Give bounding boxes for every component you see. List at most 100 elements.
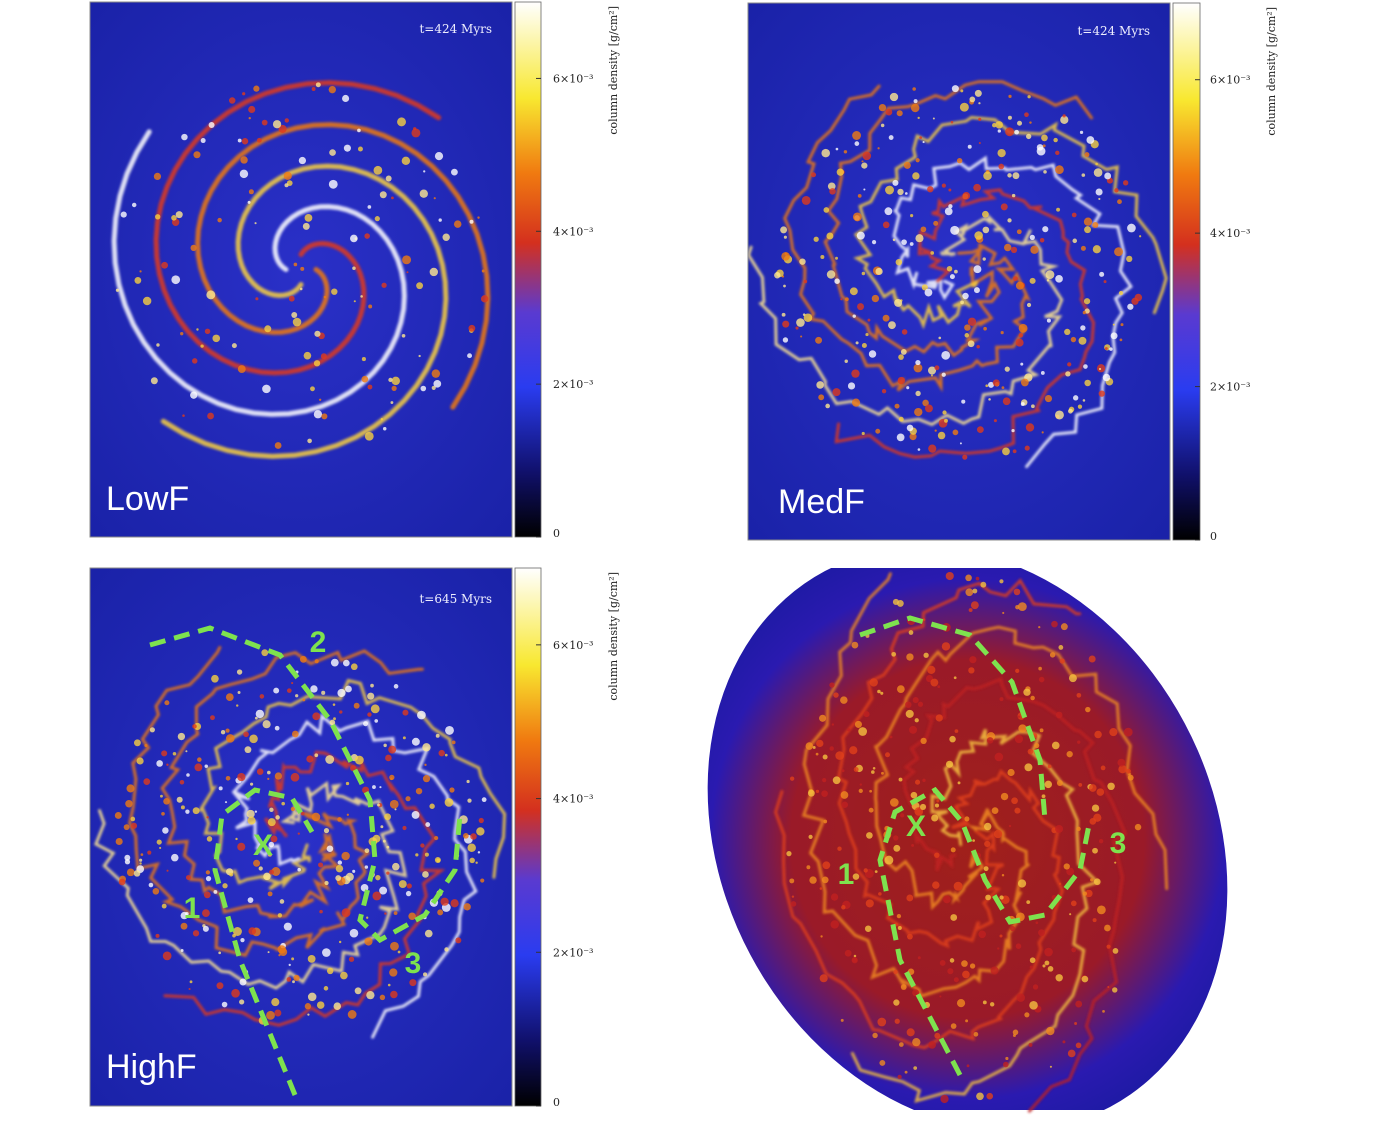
gas-clump [342, 94, 350, 103]
colorbar-tick-label: 4×10⁻³ [553, 793, 593, 806]
gas-clump [295, 694, 299, 698]
gas-clump [392, 862, 400, 871]
gas-clump [869, 678, 878, 687]
gas-clump [411, 737, 420, 746]
gas-clump [896, 110, 903, 117]
gas-clump [196, 328, 199, 331]
gas-clump [123, 824, 130, 831]
gas-clump [865, 332, 869, 337]
gas-clump [224, 801, 228, 804]
gas-clump [422, 775, 431, 783]
gas-clump [310, 386, 315, 392]
gas-clump [1075, 1000, 1083, 1008]
gas-clump [943, 895, 951, 904]
gas-clump [1012, 1029, 1019, 1036]
spiral-arm [128, 646, 371, 957]
gas-clump [1112, 323, 1115, 326]
gas-clump [248, 105, 256, 114]
gas-clump [357, 146, 363, 152]
gas-clump [898, 354, 904, 360]
gas-clump [946, 265, 953, 272]
gas-clump [1017, 602, 1027, 612]
gas-clump [377, 803, 380, 807]
gas-clump [942, 410, 947, 415]
gas-clump [126, 784, 135, 793]
gas-clump [267, 777, 270, 781]
gas-clump [206, 816, 209, 819]
gas-clump [931, 814, 939, 822]
gas-clump [1029, 234, 1035, 240]
gas-clump [976, 344, 980, 349]
gas-clump [361, 375, 369, 383]
gas-clump [239, 978, 247, 986]
gas-clump [131, 202, 137, 208]
colorbar-tick-label: 2×10⁻³ [553, 946, 593, 959]
gas-clump [1002, 397, 1011, 406]
gas-clump [986, 1092, 994, 1100]
gas-clump [915, 158, 920, 163]
gas-clump [953, 977, 959, 983]
gas-clump [999, 895, 1004, 900]
gas-clump [293, 262, 298, 267]
gas-clump [907, 933, 913, 940]
gas-clump [1060, 623, 1068, 631]
gas-clump [406, 883, 412, 889]
gas-clump [161, 261, 169, 269]
gas-clump [1127, 303, 1134, 310]
gas-clump [914, 807, 924, 816]
gas-clump [900, 984, 907, 990]
gas-clump [927, 366, 937, 375]
gas-clump [345, 685, 352, 693]
gas-clump [789, 878, 795, 884]
gas-clump [1016, 993, 1025, 1002]
gas-clump [367, 384, 373, 390]
gas-clump [909, 725, 918, 734]
gas-clump [379, 886, 388, 895]
gas-clump [335, 864, 344, 873]
gas-clump [983, 171, 992, 181]
gas-clump [1072, 395, 1079, 401]
gas-clump [248, 116, 251, 120]
gas-clump [277, 913, 283, 918]
gas-clump [962, 292, 969, 300]
gas-clump [1104, 172, 1112, 180]
gas-clump [269, 869, 274, 875]
gas-clump [160, 794, 163, 798]
gas-clump [962, 970, 970, 979]
gas-clump [1014, 129, 1019, 135]
gas-clump [274, 442, 282, 449]
gas-clump [1007, 218, 1012, 223]
gas-clump [791, 895, 795, 898]
gas-clump [1068, 408, 1073, 414]
gas-clump [408, 912, 416, 920]
gas-clump [422, 871, 429, 878]
gas-clump [854, 720, 862, 728]
spiral-arm [111, 129, 407, 417]
gas-clump [367, 205, 372, 209]
gas-clump [1014, 734, 1024, 744]
gas-clump [228, 97, 236, 104]
gas-clump [1039, 238, 1045, 243]
gas-clump [328, 85, 336, 94]
spiral-arm [160, 163, 449, 459]
gas-clump [367, 692, 375, 700]
gas-clump [932, 117, 935, 120]
gas-clump [225, 734, 235, 743]
simulation-image [748, 3, 1170, 540]
gas-clump [1000, 792, 1009, 801]
gas-clump [380, 417, 384, 421]
gas-clump [840, 1018, 844, 1022]
gas-clump [326, 967, 334, 975]
gas-clump [893, 969, 898, 975]
gas-clump [1042, 144, 1046, 148]
gas-clump [849, 287, 858, 296]
gas-clump [274, 772, 283, 780]
gas-clump [314, 659, 319, 664]
gas-clump [904, 192, 908, 195]
gas-clump [118, 878, 126, 886]
gas-clump [983, 822, 992, 831]
gas-clump [363, 721, 369, 727]
gas-clump [973, 265, 982, 274]
gas-clump [878, 103, 887, 112]
gas-clump [354, 755, 364, 765]
